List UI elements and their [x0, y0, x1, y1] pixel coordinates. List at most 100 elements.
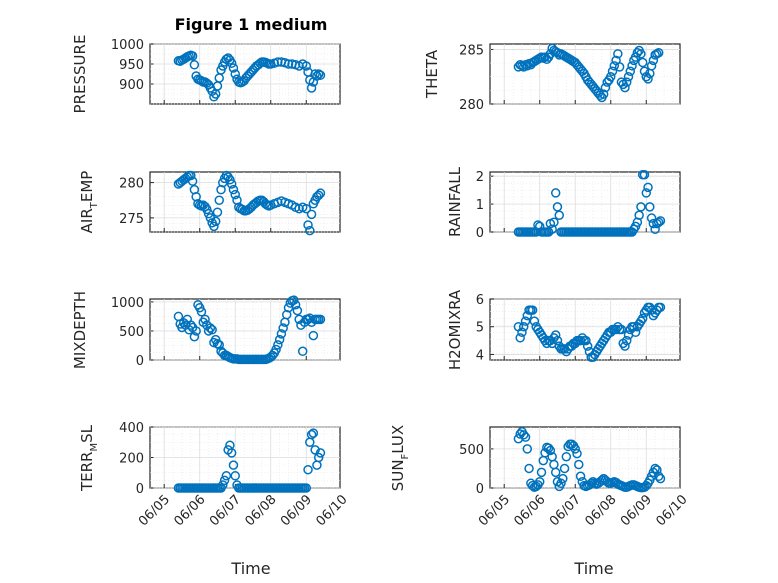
y-tick-label: 500 — [119, 325, 144, 340]
data-point — [641, 188, 652, 198]
data-point — [522, 444, 533, 454]
data-point — [226, 58, 237, 68]
data-point — [274, 334, 285, 345]
data-point — [271, 344, 281, 355]
xlabel-right: Time — [573, 559, 613, 578]
data-point — [219, 475, 230, 486]
ylabel-h2omixra: H2OMIXRA — [446, 289, 464, 370]
xlabel-left: Time — [230, 559, 270, 578]
x-tick-label: 06/05 — [136, 492, 173, 529]
y-tick-label: 200 — [119, 452, 144, 467]
data-point — [230, 69, 240, 79]
panel-terr-msl: 0 200 400 TERRMSL — [78, 421, 341, 497]
data-point — [218, 480, 228, 490]
x-tick-label: 06/09 — [278, 492, 315, 529]
data-point — [570, 444, 580, 454]
x-tick-label: 06/09 — [618, 492, 655, 529]
data-point — [559, 463, 570, 474]
data-point — [552, 335, 563, 346]
data-point — [621, 77, 632, 87]
data-point — [616, 324, 627, 335]
y-tick-label: 0 — [476, 226, 484, 241]
data-point — [315, 448, 326, 458]
figure-title: Figure 1 medium — [175, 15, 328, 34]
data-point — [313, 69, 324, 79]
data-point — [524, 463, 534, 474]
x-tick-label: 06/10 — [314, 492, 351, 529]
data-point — [517, 327, 527, 338]
data-point — [574, 459, 584, 470]
panel-rainfall: 0 1 2 RAINFALL — [446, 166, 681, 241]
data-point — [637, 313, 648, 324]
y-tick-label: 4 — [476, 348, 484, 363]
x-tick-label: 06/08 — [582, 492, 619, 529]
y-tick-label: 285 — [459, 43, 484, 58]
ylabel-terr-msl: TERRMSL — [78, 424, 100, 492]
data-point — [308, 330, 319, 341]
ylabel-air-temp: AIRTEMP — [78, 171, 100, 234]
data-point — [301, 61, 312, 71]
data-point — [305, 225, 315, 236]
data-point — [646, 213, 657, 223]
data-point — [209, 221, 219, 232]
data-point — [301, 203, 312, 214]
ylabel-theta: THETA — [423, 49, 441, 99]
data-point — [645, 202, 655, 212]
data-point — [189, 332, 200, 342]
data-point — [306, 209, 317, 220]
y-tick-label: 400 — [119, 421, 144, 436]
y-tick-label: 0 — [136, 354, 144, 369]
data-point — [292, 305, 303, 316]
data-point — [520, 316, 531, 326]
data-point — [312, 71, 322, 81]
data-point — [621, 335, 632, 346]
data-point — [315, 70, 326, 80]
data-point — [613, 49, 623, 59]
ylabel-sun-flux: SUNFLUX — [389, 425, 411, 491]
y-tick-label: 275 — [119, 212, 144, 227]
data-point — [543, 443, 554, 453]
data-point — [308, 428, 319, 438]
panel-h2omixra: 4 5 6 H2OMIXRA — [446, 289, 681, 370]
data-point — [196, 307, 207, 317]
data-point — [614, 62, 625, 72]
y-tick-label: 900 — [119, 78, 144, 93]
data-point — [600, 82, 611, 93]
data-point — [230, 471, 240, 481]
data-point — [655, 473, 666, 484]
data-point — [226, 448, 237, 458]
y-tick-label: 0 — [476, 482, 484, 497]
x-tick-label: 06/06 — [171, 492, 208, 529]
data-point — [189, 60, 200, 70]
data-point — [620, 82, 630, 93]
y-tick-label: 1000 — [111, 38, 144, 53]
data-point — [186, 320, 196, 330]
data-point — [202, 204, 212, 215]
x-tick-label: 06/10 — [654, 492, 691, 529]
data-point — [609, 61, 620, 71]
data-point — [214, 340, 225, 350]
y-tick-label: 950 — [119, 58, 144, 73]
data-point — [205, 323, 216, 333]
data-point — [572, 448, 582, 459]
data-point — [214, 195, 225, 205]
data-point — [226, 179, 237, 189]
data-point — [646, 61, 657, 71]
data-point — [581, 335, 591, 346]
data-point — [273, 57, 283, 67]
y-tick-label: 1 — [476, 198, 484, 213]
data-point — [301, 483, 312, 493]
data-point — [636, 49, 646, 59]
data-point — [212, 338, 223, 349]
data-point — [303, 220, 313, 230]
x-tick-label: 06/05 — [476, 492, 513, 529]
data-point — [207, 325, 217, 335]
data-point — [652, 465, 662, 475]
data-point — [630, 327, 641, 338]
data-point — [556, 478, 566, 489]
data-point — [303, 464, 313, 475]
data-point — [315, 314, 326, 325]
data-point — [534, 476, 545, 487]
